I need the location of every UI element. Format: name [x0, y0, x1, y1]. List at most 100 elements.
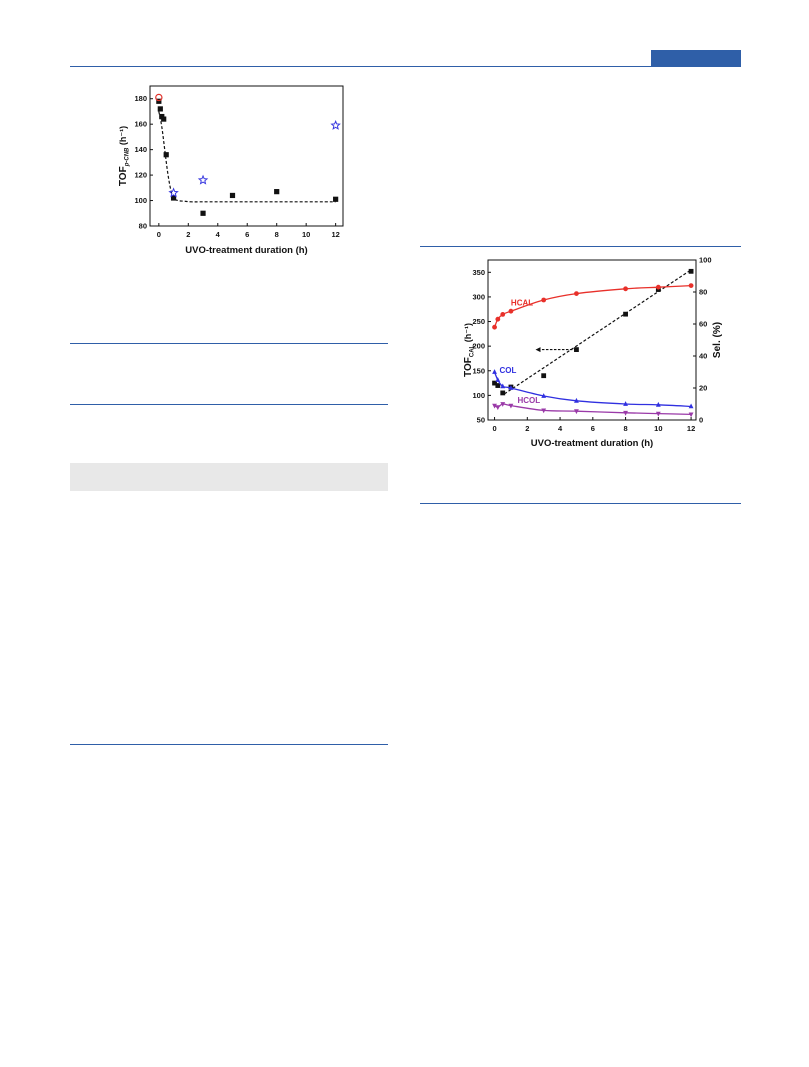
data-point-hcal	[688, 283, 694, 288]
tof-cal-selectivity-chart: 0 2 4 6 8 10 12 50 100 150 200 250 300 350 0 20 40 60 80 10…	[463, 256, 723, 450]
data-point-open-star	[197, 174, 209, 185]
data-point-hcal	[495, 316, 501, 322]
data-point-square	[157, 106, 163, 112]
y-tick-label: 120	[134, 171, 147, 180]
x-axis-label: UVO-treatment duration (h)	[531, 438, 653, 449]
data-point-col	[495, 377, 501, 382]
data-point-hcal	[500, 312, 506, 317]
x-tick-label: 2	[186, 230, 190, 239]
data-point-tof	[495, 383, 501, 388]
data-point-open-circle	[155, 93, 163, 102]
y2-tick-label: 20	[699, 384, 707, 393]
plot-frame	[149, 85, 344, 227]
data-point-col	[574, 397, 579, 403]
tof-trend-line	[504, 269, 692, 395]
data-point-tof	[492, 380, 497, 386]
y-tick-label: 200	[472, 342, 485, 351]
x-tick-label: 8	[623, 424, 627, 433]
data-point-hcal	[492, 324, 497, 330]
data-point-col	[688, 403, 694, 409]
data-point-hcol	[500, 402, 506, 407]
data-point-col	[541, 393, 547, 398]
data-point-col	[623, 401, 628, 406]
y-tick-label: 300	[472, 292, 485, 301]
x-axis-label: UVO-treatment duration (h)	[185, 245, 307, 256]
data-point-hcol	[495, 405, 501, 411]
y2-tick-label: 80	[699, 288, 707, 297]
y-tick-label: 250	[472, 317, 485, 326]
y-tick-label: 140	[134, 145, 147, 154]
section-rule	[70, 744, 388, 745]
x-tick-label: 12	[331, 230, 339, 239]
data-point-open-star	[330, 119, 341, 130]
header-tab	[651, 50, 741, 66]
data-point-square	[156, 98, 162, 104]
data-point-col	[492, 369, 497, 374]
y-tick-label: 80	[139, 222, 147, 231]
data-point-square	[161, 116, 167, 122]
y-tick-label: 100	[134, 196, 147, 205]
x-tick-label: 8	[275, 230, 279, 239]
data-point-tof	[574, 347, 579, 352]
header-rule	[70, 66, 741, 67]
data-point-square	[200, 210, 206, 216]
data-point-col	[508, 385, 514, 390]
data-point-square	[333, 196, 339, 202]
x-tick-label: 10	[654, 424, 662, 433]
x-tick-label: 0	[492, 424, 496, 433]
x-tick-label: 4	[216, 230, 221, 239]
data-point-open-star	[168, 187, 179, 198]
data-point-col	[500, 383, 506, 389]
data-point-tof	[623, 311, 628, 317]
x-tick-label: 6	[245, 230, 249, 239]
tof-pcnb-chart: 0 2 4 6 8 10 12 80 100 120 140 160 180 UVO-treatment …	[118, 85, 344, 256]
y-tick-label: 50	[477, 416, 485, 425]
series-label-col: COL	[499, 366, 516, 375]
y2-tick-label: 60	[699, 320, 707, 329]
data-point-tof	[541, 373, 547, 379]
x-tick-label: 12	[687, 424, 695, 433]
y2-tick-label: 100	[699, 256, 712, 265]
x-tick-label: 0	[157, 230, 161, 239]
data-point-hcal	[508, 308, 514, 314]
data-point-tof	[500, 390, 506, 396]
data-point-square	[163, 152, 169, 158]
data-point-hcol	[508, 403, 514, 409]
fit-curve	[158, 111, 336, 203]
data-point-tof	[688, 268, 694, 274]
series-label-hcal: HCAL	[511, 299, 533, 308]
y2-axis-label: Sel. (%)	[712, 322, 723, 358]
data-point-hcol	[688, 412, 694, 418]
data-point-hcal	[655, 284, 661, 290]
section-rule	[420, 503, 741, 504]
x-tick-label: 10	[302, 230, 310, 239]
data-point-hcol	[541, 408, 547, 414]
y-tick-label: 160	[134, 120, 147, 129]
data-point-square	[170, 195, 177, 201]
data-point-col	[655, 401, 661, 407]
y-tick-label: 180	[134, 94, 147, 103]
data-point-hcol	[655, 411, 661, 417]
y-tick-label: 100	[472, 391, 485, 400]
x-tick-label: 2	[525, 424, 529, 433]
y-axis-label: TOFCAL (h⁻¹)	[463, 323, 476, 377]
series-label-hcol: HCOL	[517, 396, 540, 405]
y2-tick-label: 0	[699, 416, 703, 425]
x-tick-label: 6	[591, 424, 595, 433]
section-rule	[420, 246, 741, 247]
section-rule	[70, 404, 388, 405]
data-point-hcal	[574, 291, 579, 296]
axis-arrow-head	[535, 347, 541, 353]
y-tick-label: 150	[472, 366, 485, 375]
data-point-hcol	[492, 403, 497, 409]
table-header-band	[70, 463, 388, 491]
y-axis-label: TOFp-CNB (h⁻¹)	[118, 126, 131, 186]
data-point-hcol	[623, 410, 628, 416]
y2-tick-label: 40	[699, 352, 707, 361]
data-point-hcal	[541, 297, 547, 303]
data-point-square	[229, 192, 236, 199]
data-point-square	[274, 189, 280, 195]
data-point-hcol	[574, 409, 579, 415]
data-point-hcal	[623, 286, 628, 292]
y-tick-label: 350	[472, 268, 485, 277]
